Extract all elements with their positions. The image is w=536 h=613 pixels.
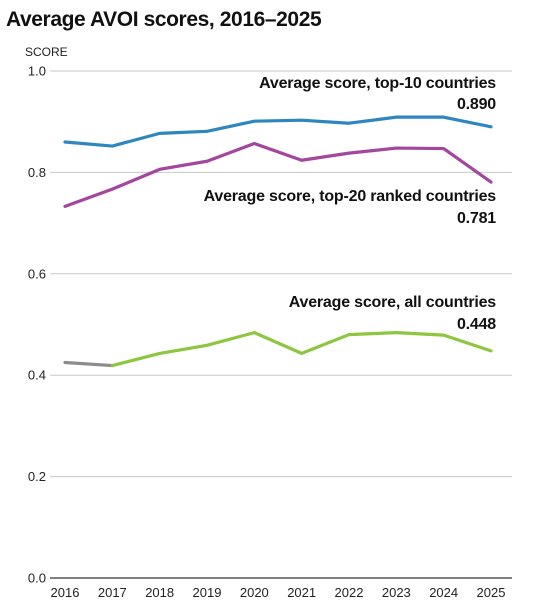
series-end-value-label: 0.890 [457, 96, 496, 113]
x-tick-label: 2017 [98, 585, 127, 600]
gridlines [50, 70, 512, 579]
y-tick-label: 0.2 [28, 469, 46, 484]
x-tick-label: 2022 [335, 585, 364, 600]
series-line [63, 115, 493, 148]
series-end-value-label: 0.781 [457, 210, 496, 227]
x-tick-label: 2019 [193, 585, 222, 600]
y-tick-label: 0.0 [28, 571, 46, 586]
series-name-label: Average score, top-10 countries [259, 75, 496, 92]
y-tick-label: 0.8 [28, 165, 46, 180]
series-line-segment [63, 360, 114, 368]
series-name-label: Average score, top-20 ranked countries [204, 188, 497, 205]
chart-title: Average AVOI scores, 2016–2025 [6, 8, 322, 31]
series-end-value-label: 0.448 [457, 316, 496, 333]
x-axis-ticks: 2016 2017 2018 2019 2020 2021 2022 2023 2024 2025 [51, 585, 506, 600]
series-line [110, 331, 493, 368]
y-axis-ticks: 0.0 0.2 0.4 0.6 0.8 1.0 [28, 64, 46, 586]
y-tick-label: 0.4 [28, 368, 46, 383]
series-line [63, 141, 493, 208]
x-tick-label: 2025 [477, 585, 506, 600]
x-tick-label: 2018 [145, 585, 174, 600]
x-tick-label: 2021 [287, 585, 316, 600]
series-annotations: Average score, top-10 countries 0.890 Aver… [204, 75, 497, 333]
x-tick-label: 2020 [240, 585, 269, 600]
y-tick-label: 1.0 [28, 64, 46, 79]
x-tick-label: 2024 [429, 585, 458, 600]
series-lines [63, 115, 493, 368]
series-name-label: Average score, all countries [289, 294, 497, 311]
y-axis-label: SCORE [25, 45, 68, 59]
x-tick-label: 2016 [51, 585, 80, 600]
y-tick-label: 0.6 [28, 266, 46, 281]
x-tick-label: 2023 [382, 585, 411, 600]
